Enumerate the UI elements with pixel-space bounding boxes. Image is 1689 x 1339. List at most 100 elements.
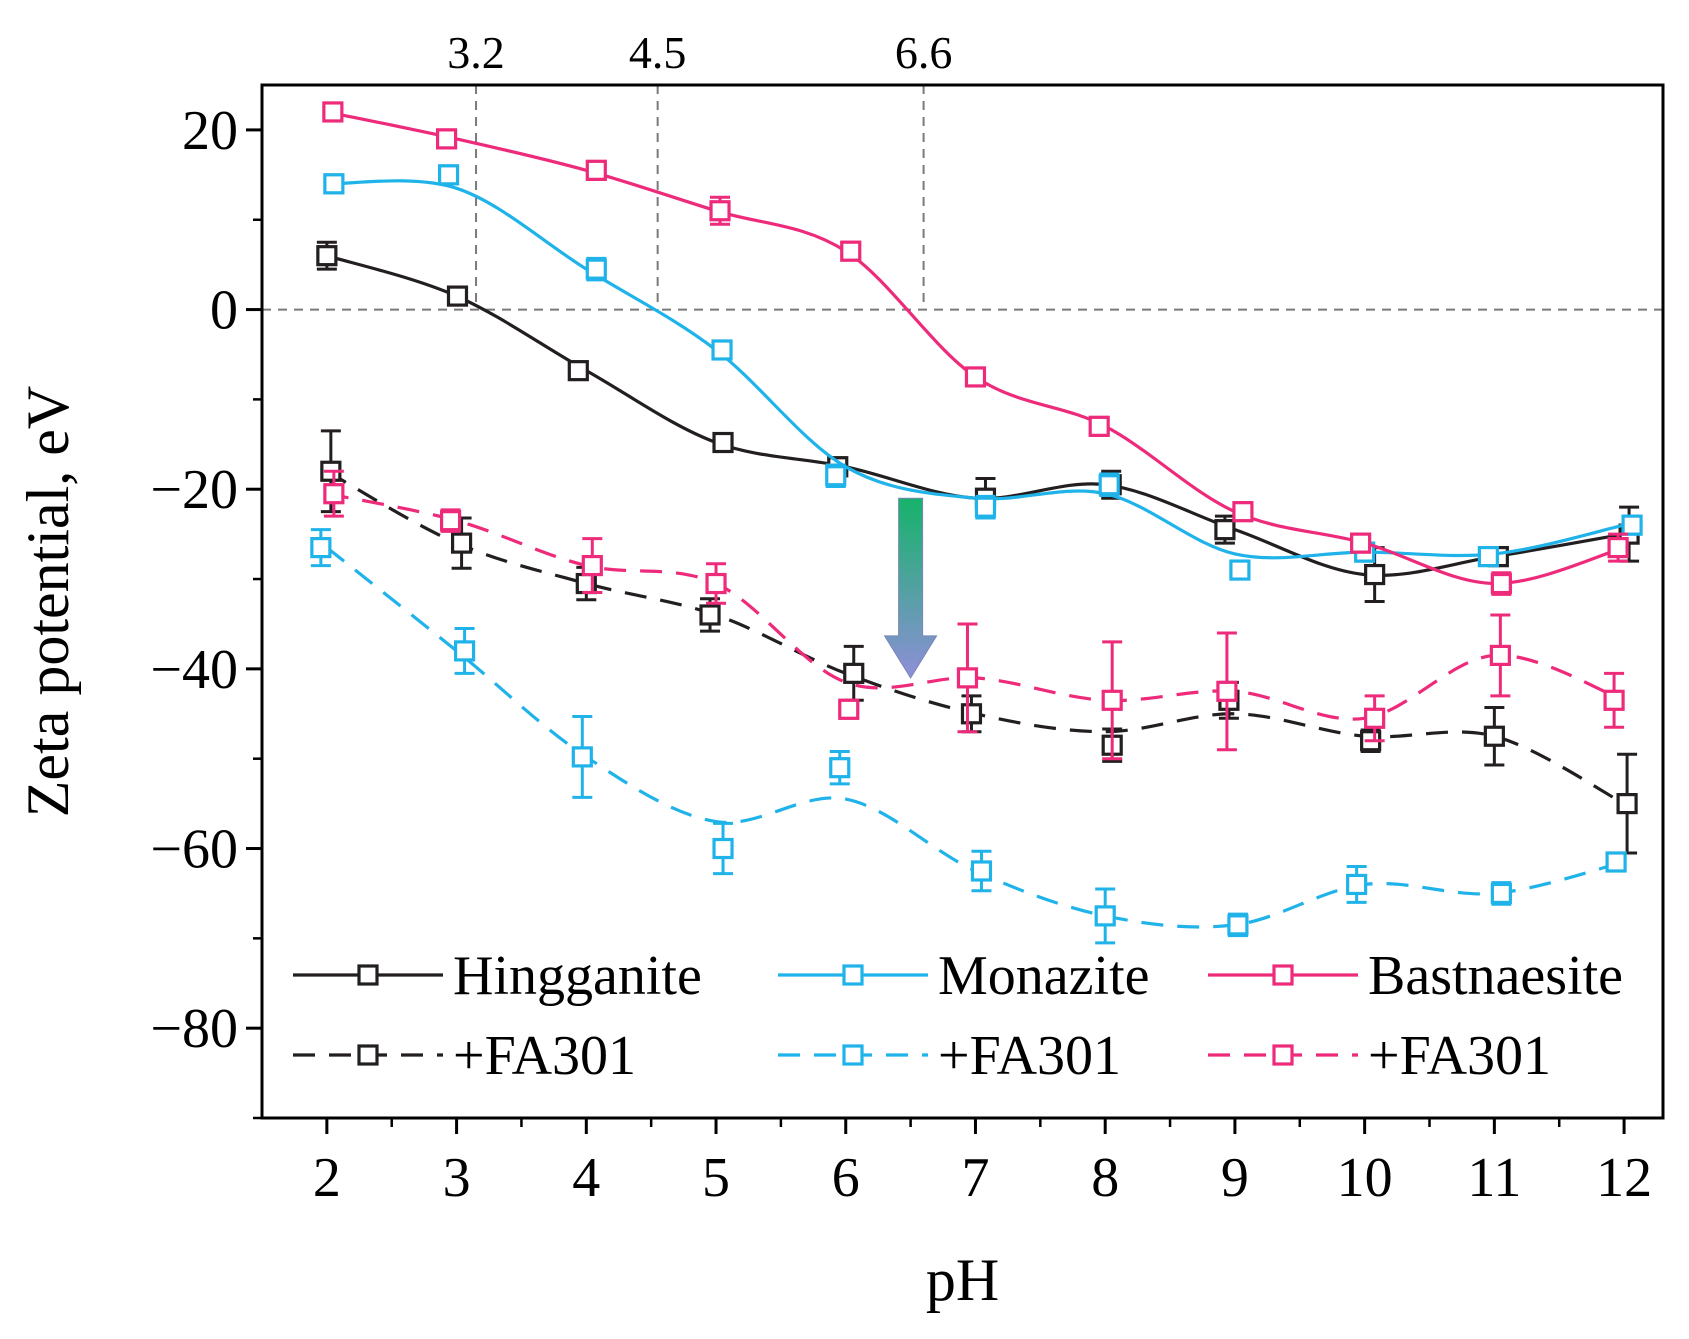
legend-label: Bastnaesite xyxy=(1368,945,1623,1007)
data-point xyxy=(1350,532,1372,554)
legend-item: Monazite xyxy=(778,945,1149,1007)
x-tick-label: 11 xyxy=(1467,1147,1521,1209)
data-point xyxy=(1603,689,1625,711)
series-line xyxy=(325,546,1625,929)
series-hingganite xyxy=(316,240,1640,603)
data-point xyxy=(453,640,476,662)
data-point xyxy=(1489,644,1511,666)
data-point xyxy=(1477,545,1499,568)
data-point xyxy=(316,245,338,267)
annotations xyxy=(883,497,938,679)
legend-marker xyxy=(842,1044,864,1066)
x-tick-label: 12 xyxy=(1596,1147,1652,1209)
data-point xyxy=(323,483,345,505)
y-tick-label: −80 xyxy=(150,998,238,1060)
down-arrow-icon xyxy=(883,497,938,679)
data-point xyxy=(843,662,865,684)
reference-lines: 3.2 4.5 6.6 xyxy=(262,27,1663,311)
x-tick-label: 5 xyxy=(702,1147,730,1209)
data-point xyxy=(974,496,997,518)
x-tick-label: 4 xyxy=(572,1147,600,1209)
y-tick-label: −20 xyxy=(150,459,238,521)
data-point xyxy=(829,757,851,779)
legend-item: +FA301 xyxy=(1208,1025,1551,1087)
data-point xyxy=(435,128,458,150)
y-tick-label: 0 xyxy=(210,280,238,342)
x-axis-title: pH xyxy=(926,1247,999,1313)
y-tick-label: 20 xyxy=(182,100,238,162)
data-point xyxy=(1483,725,1505,747)
data-point xyxy=(581,554,603,577)
data-point xyxy=(1101,689,1123,711)
data-point xyxy=(1229,559,1251,581)
legend-marker xyxy=(1272,964,1294,986)
data-point xyxy=(446,285,469,307)
series-bastnaesite-fa301 xyxy=(323,469,1625,761)
data-point xyxy=(1364,563,1386,586)
series-line xyxy=(326,254,1625,577)
data-point xyxy=(439,510,462,532)
x-tick-label: 2 xyxy=(313,1147,341,1209)
data-point xyxy=(585,258,607,280)
series-bastnaesite xyxy=(322,101,1629,596)
x-tick-label: 9 xyxy=(1221,1147,1249,1209)
data-point xyxy=(838,698,860,720)
legend-item: Bastnaesite xyxy=(1208,945,1623,1007)
legend-item: +FA301 xyxy=(293,1025,636,1087)
data-point xyxy=(310,537,332,559)
data-point xyxy=(711,339,733,361)
data-point xyxy=(1346,873,1368,896)
data-point xyxy=(1490,882,1512,905)
data-point xyxy=(571,746,593,768)
x-tick-label: 6 xyxy=(832,1147,860,1209)
data-point xyxy=(712,837,734,860)
data-point xyxy=(960,703,983,725)
legend-marker xyxy=(1272,1044,1294,1066)
data-point xyxy=(567,360,589,382)
data-point xyxy=(1490,572,1512,595)
x-tick-label: 8 xyxy=(1091,1147,1119,1209)
legend-item: +FA301 xyxy=(778,1025,1121,1087)
data-point xyxy=(1227,914,1249,936)
data-point xyxy=(323,173,345,195)
data-point xyxy=(450,532,473,554)
legend-label: Monazite xyxy=(938,945,1149,1007)
data-point xyxy=(1088,415,1110,437)
axes xyxy=(260,83,1665,1120)
data-point xyxy=(840,240,862,262)
data-point xyxy=(709,200,731,222)
data-point xyxy=(585,159,607,181)
y-axis-title: Zeta potential, eV xyxy=(15,386,81,817)
data-point xyxy=(825,465,847,487)
data-point xyxy=(1607,537,1629,559)
y-tick-label: −40 xyxy=(150,639,238,701)
legend-label: +FA301 xyxy=(453,1025,636,1087)
legend-label: +FA301 xyxy=(938,1025,1121,1087)
x-tick-label: 10 xyxy=(1337,1147,1393,1209)
data-point xyxy=(956,667,979,689)
x-tick-label: 7 xyxy=(961,1147,989,1209)
data-point xyxy=(1232,501,1254,523)
data-point xyxy=(1094,905,1116,927)
legend-item: Hingganite xyxy=(293,945,702,1007)
data-point xyxy=(1621,514,1643,536)
data-point xyxy=(1616,793,1638,815)
data-point xyxy=(1216,680,1238,702)
data-point xyxy=(1364,707,1386,729)
data-series xyxy=(310,101,1643,945)
legend-marker xyxy=(842,964,864,986)
data-point xyxy=(1098,474,1120,496)
data-point xyxy=(1605,851,1627,873)
data-point xyxy=(970,860,993,882)
series-line xyxy=(326,469,1625,806)
data-point xyxy=(964,366,987,388)
x-tick-label: 3 xyxy=(443,1147,471,1209)
legend-label: +FA301 xyxy=(1368,1025,1551,1087)
legend-marker xyxy=(357,964,379,986)
series-monazite-fa301 xyxy=(310,528,1627,945)
data-point xyxy=(437,164,460,186)
legend: Hingganite Monazite Bastnaesite +FA301 +FA30… xyxy=(293,945,1623,1087)
ph-reference-label: 4.5 xyxy=(629,27,687,78)
